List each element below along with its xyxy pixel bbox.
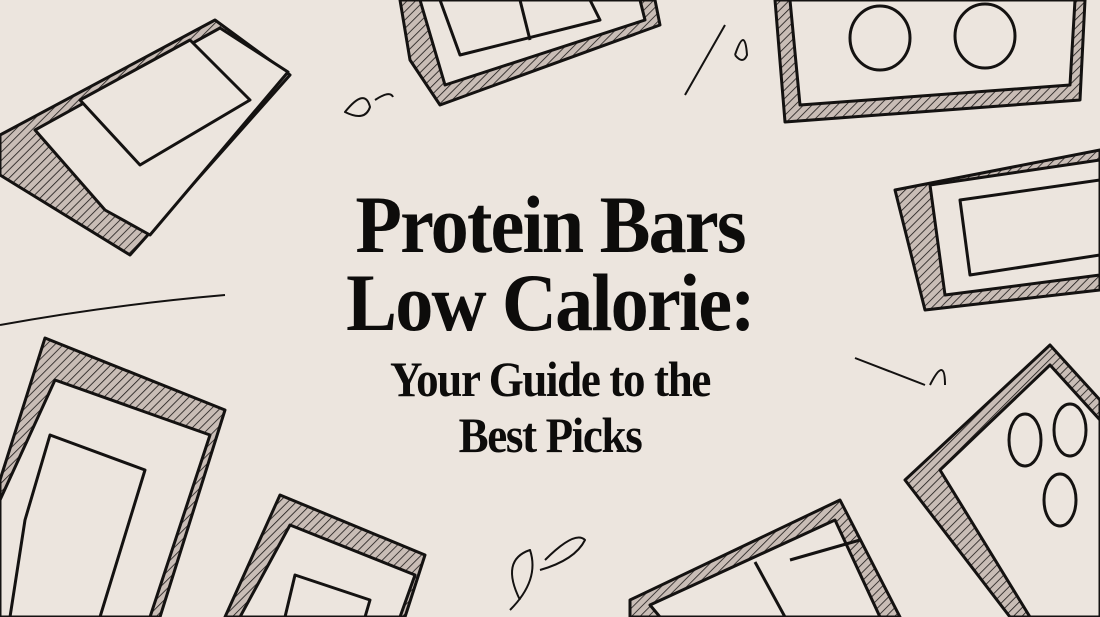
protein-bar-sketch <box>0 18 292 257</box>
squiggle-doodle <box>0 24 946 611</box>
protein-bar-sketch <box>0 336 227 617</box>
hero-subtitle-line-1: Your Guide to the <box>389 351 711 407</box>
hero-title-line-2: Low Calorie: <box>346 257 755 348</box>
protein-bar-sketch <box>223 493 427 617</box>
hero-title-line-1: Protein Bars <box>355 179 746 270</box>
protein-bar-sketch <box>903 343 1100 617</box>
protein-bar-sketch <box>893 148 1100 312</box>
protein-bar-sketch <box>773 0 1087 124</box>
protein-bar-sketch <box>398 0 662 107</box>
hero-subtitle-line-2: Best Picks <box>458 407 643 463</box>
protein-bar-sketch <box>628 498 902 617</box>
